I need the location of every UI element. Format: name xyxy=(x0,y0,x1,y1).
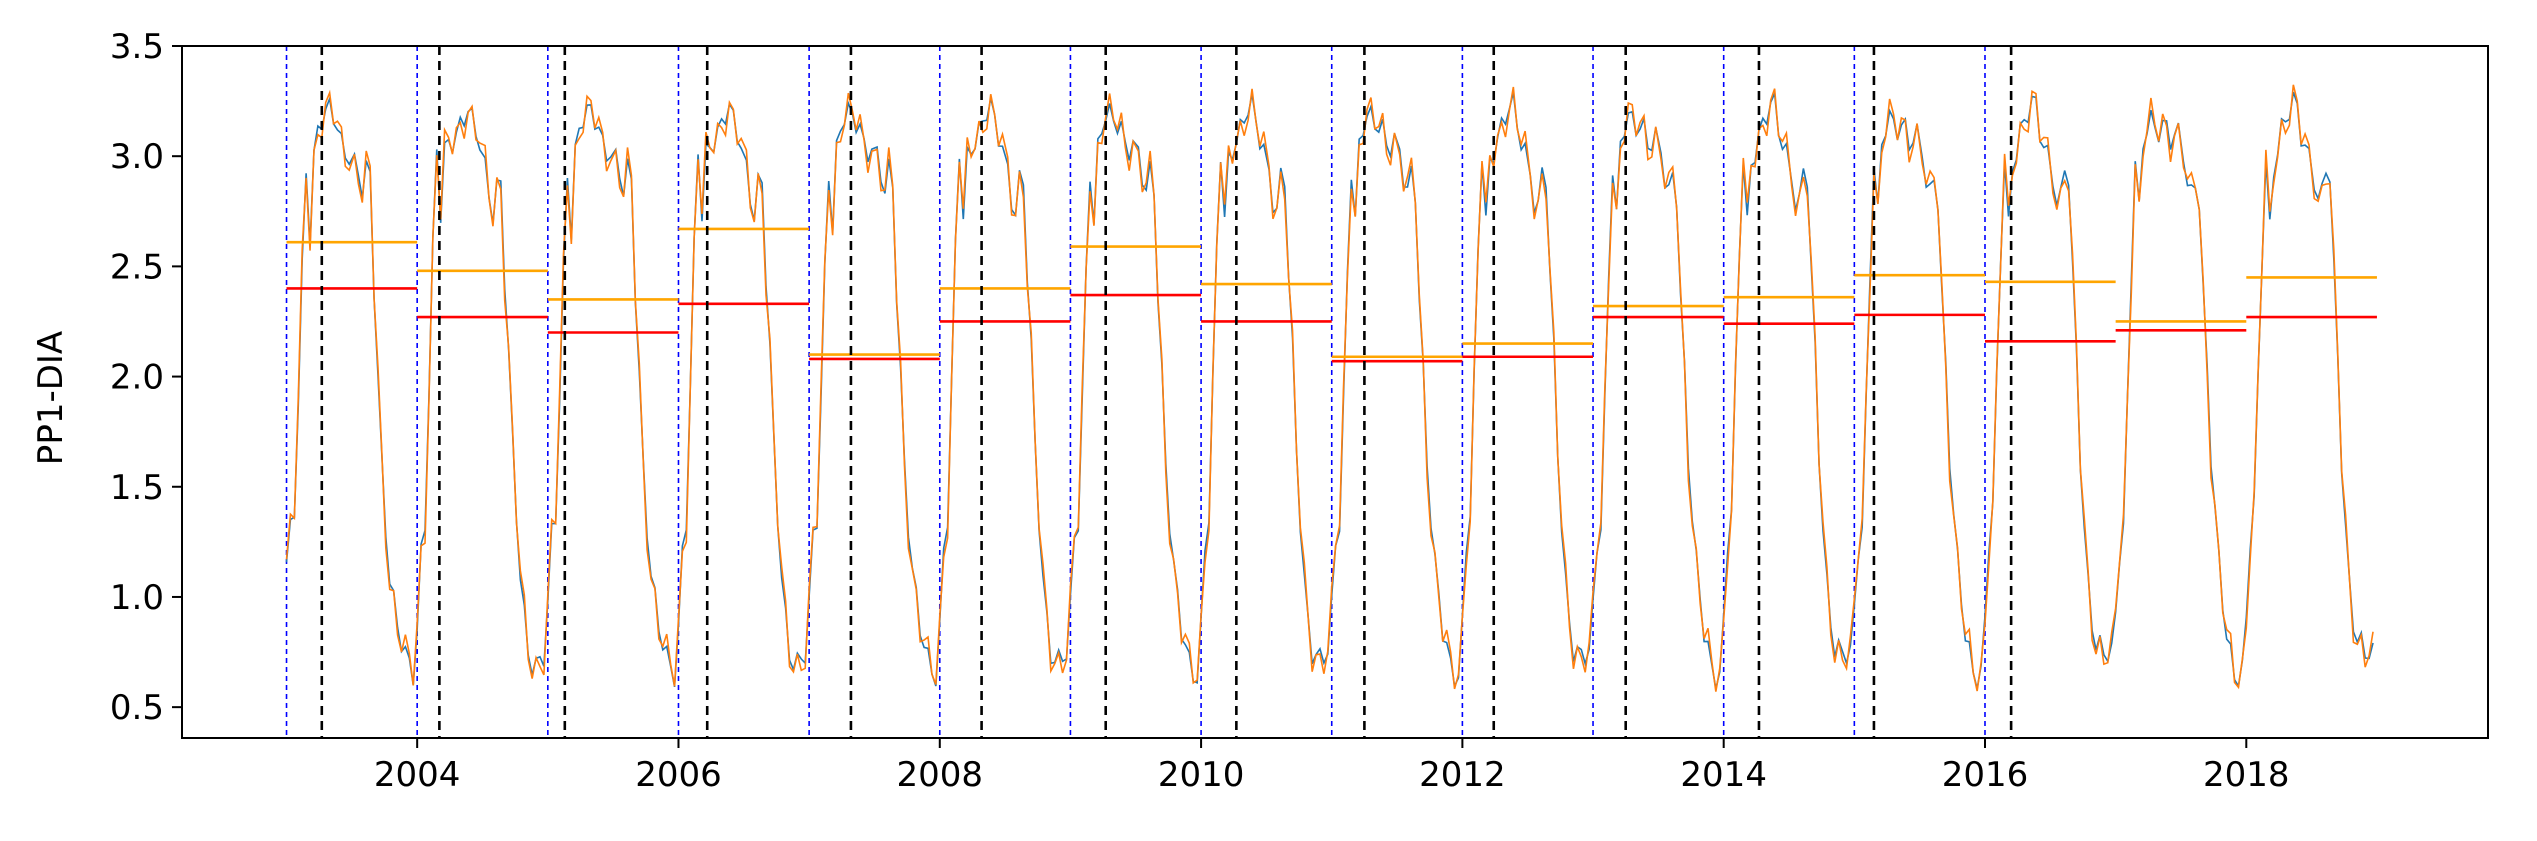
x-tick-label: 2016 xyxy=(1942,755,2029,795)
x-axis-ticks: 2004 2006 2008 2010 2012 2014 2016 2018 xyxy=(374,738,2290,795)
series-line-orange xyxy=(285,84,2374,692)
x-tick-label: 2004 xyxy=(374,755,461,795)
y-axis-label: PP1-DIA xyxy=(31,331,71,465)
y-axis-ticks: 0.5 1.0 1.5 2.0 2.5 3.0 3.5 xyxy=(110,27,182,728)
y-tick-label: 3.0 xyxy=(110,137,164,177)
y-tick-label: 1.0 xyxy=(110,578,164,618)
y-tick-label: 2.0 xyxy=(110,358,164,398)
y-tick-label: 3.5 xyxy=(110,27,164,67)
y-tick-label: 0.5 xyxy=(110,688,164,728)
y-tick-label: 1.5 xyxy=(110,468,164,508)
x-tick-label: 2006 xyxy=(635,755,722,795)
x-tick-label: 2012 xyxy=(1419,755,1506,795)
x-tick-label: 2008 xyxy=(897,755,984,795)
x-tick-label: 2014 xyxy=(1680,755,1767,795)
x-tick-label: 2018 xyxy=(2203,755,2290,795)
series-lines xyxy=(285,84,2374,692)
x-tick-label: 2010 xyxy=(1158,755,1245,795)
y-tick-label: 2.5 xyxy=(110,247,164,287)
black-marker-lines xyxy=(320,46,2013,738)
plot-area-frame xyxy=(181,45,2489,739)
annual-mean-lines xyxy=(286,227,2377,363)
